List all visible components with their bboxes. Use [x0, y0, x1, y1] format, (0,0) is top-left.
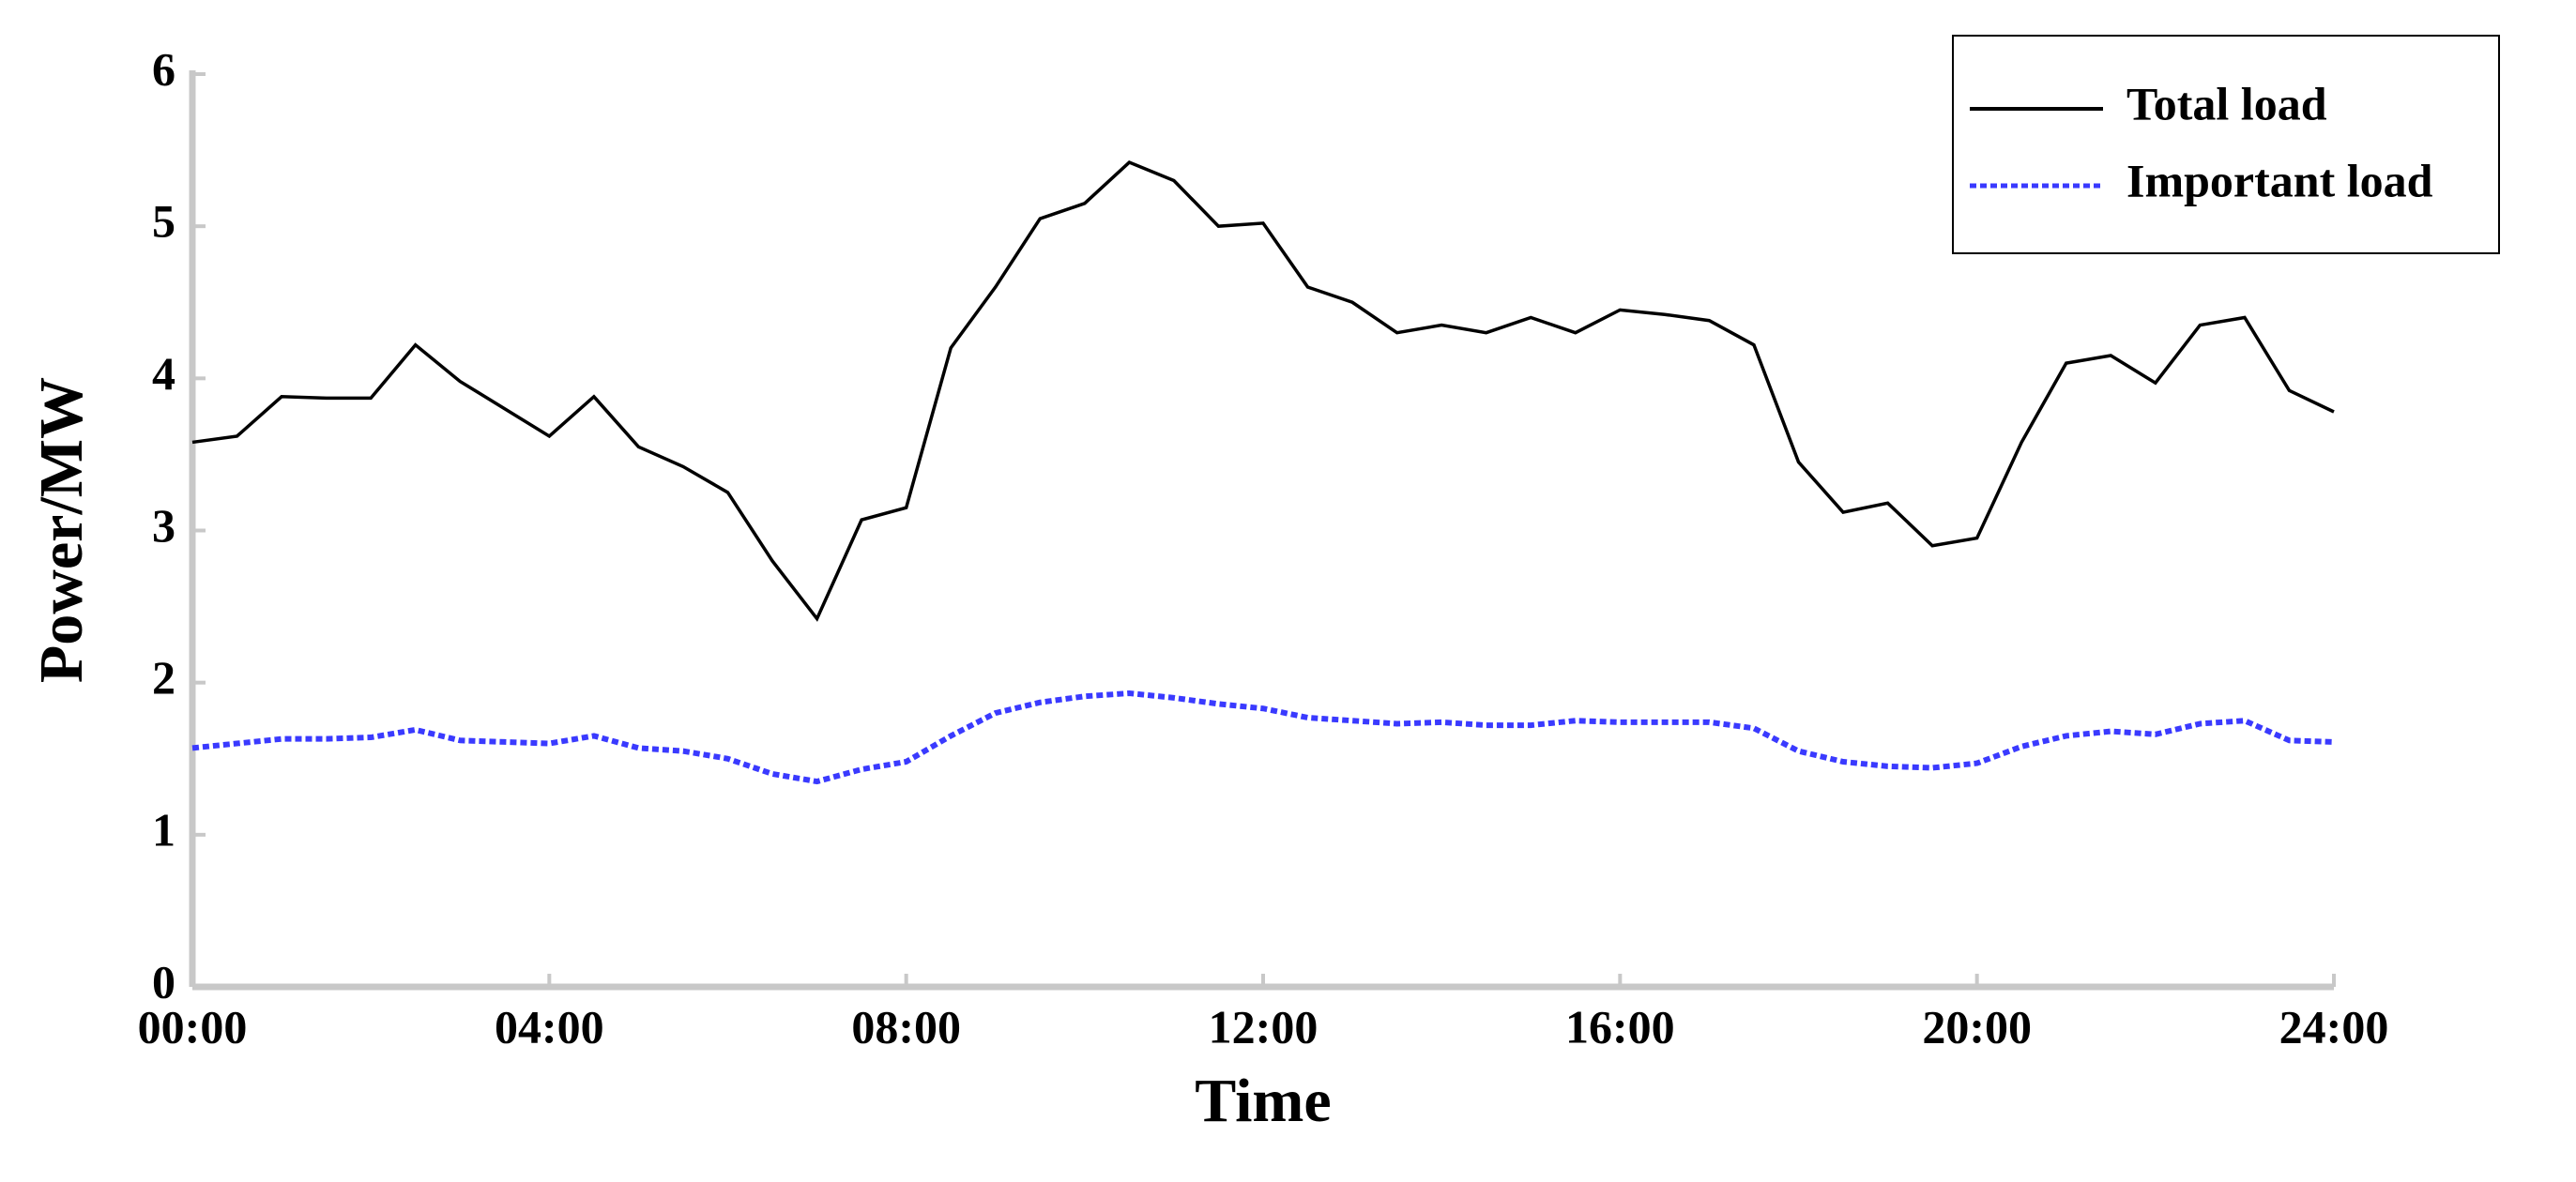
y-tick-label: 3	[152, 499, 175, 552]
y-tick-label: 5	[152, 195, 175, 248]
legend-label: Important load	[2126, 154, 2433, 206]
x-tick-label: 04:00	[495, 1000, 604, 1053]
y-tick-label: 0	[152, 955, 175, 1008]
x-tick-label: 00:00	[138, 1000, 248, 1053]
line-series	[191, 690, 2335, 785]
y-axis-title: Power/MW	[27, 377, 96, 683]
y-tick-label: 6	[152, 42, 175, 95]
x-tick-label: 12:00	[1209, 1000, 1318, 1053]
x-axis-title: Time	[1195, 1067, 1331, 1135]
line-series	[191, 160, 2335, 622]
x-tick-label: 16:00	[1565, 1000, 1675, 1053]
legend-label: Total load	[2126, 77, 2327, 129]
x-tick-label: 20:00	[1922, 1000, 2032, 1053]
legend-box	[1952, 35, 2500, 254]
y-tick-label: 1	[152, 803, 175, 856]
y-tick-label: 4	[152, 347, 175, 400]
x-tick-label: 24:00	[2279, 1000, 2389, 1053]
y-tick-label: 2	[152, 651, 175, 704]
x-tick-label: 08:00	[851, 1000, 961, 1053]
